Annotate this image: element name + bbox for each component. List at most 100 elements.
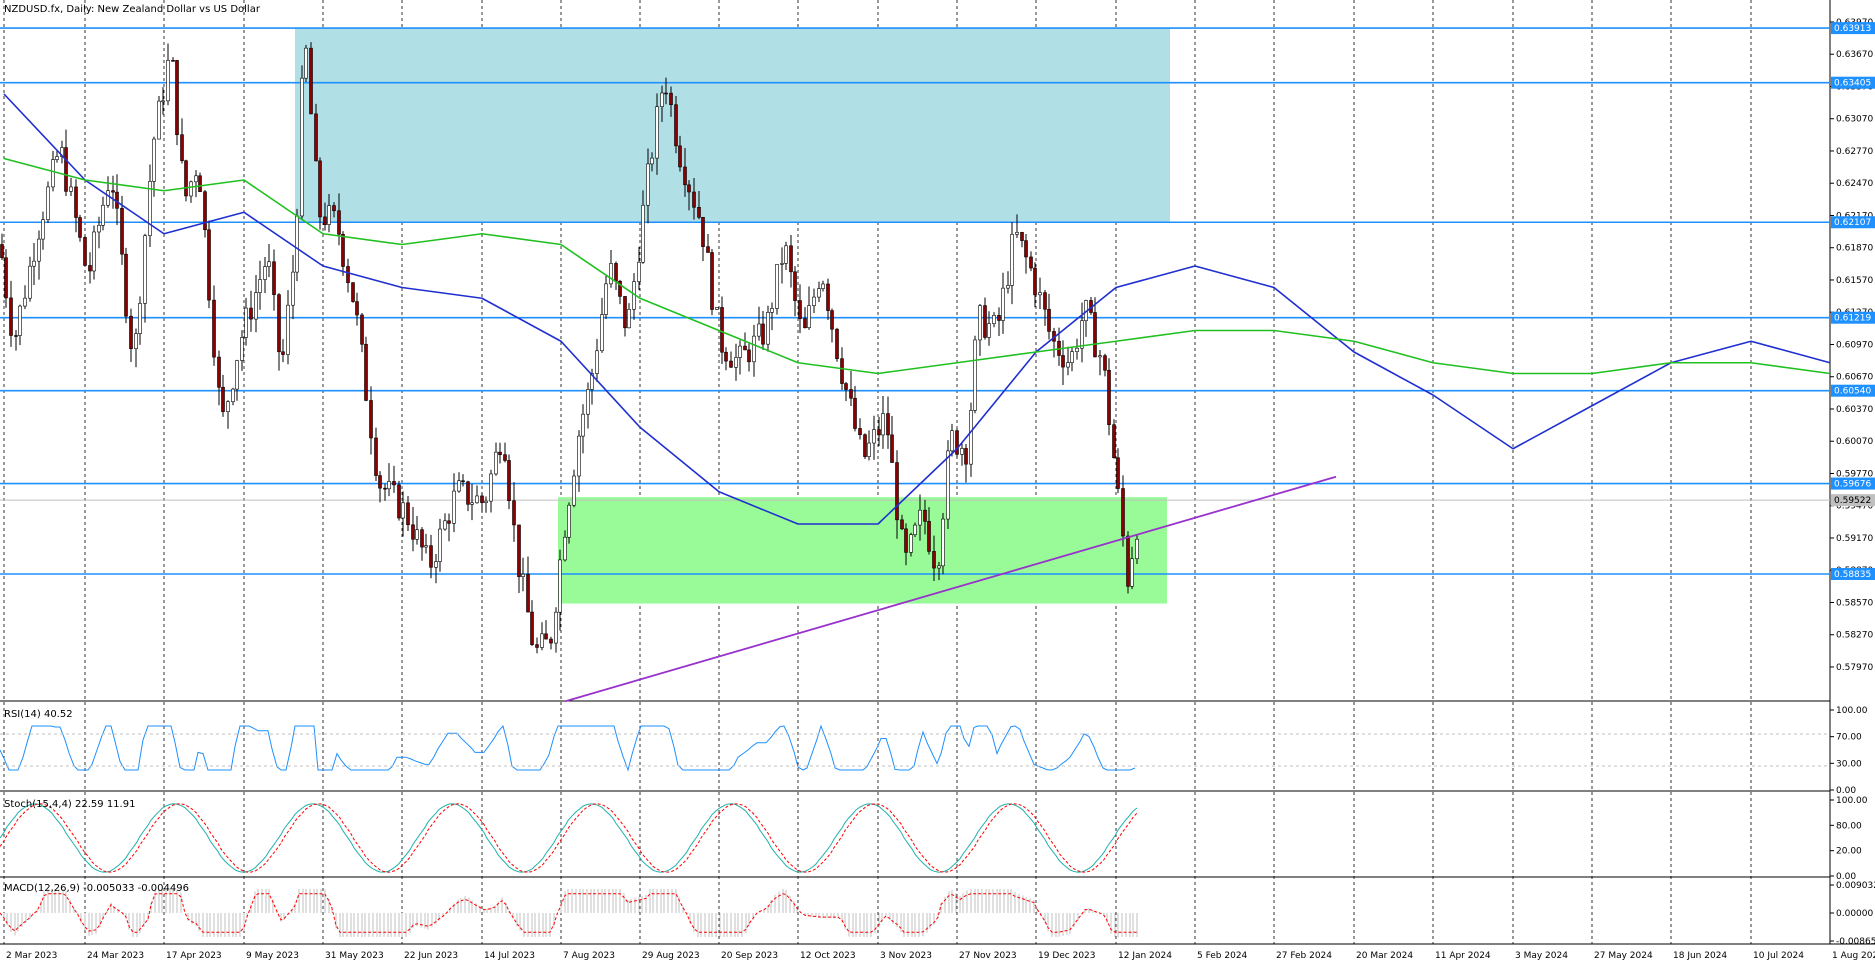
candle-body	[1010, 234, 1014, 286]
candle-body	[955, 430, 959, 455]
candle-body	[969, 410, 973, 465]
candle-body	[97, 224, 101, 233]
candle-body	[650, 157, 654, 165]
candle-body	[853, 397, 857, 429]
candle-body	[494, 451, 498, 475]
candle-body	[770, 308, 774, 313]
candle-body	[14, 335, 18, 337]
price-tick-label: 0.59770	[1836, 469, 1873, 479]
candle-body	[327, 205, 331, 225]
candle-body	[623, 296, 627, 329]
time-axis-label: 12 Oct 2023	[800, 951, 856, 961]
candle-body	[1033, 267, 1037, 296]
moving-averages-layer	[3, 93, 1831, 525]
candle-body	[355, 301, 359, 316]
candle-body	[203, 191, 207, 231]
candle-body	[143, 235, 147, 304]
candle-body	[507, 460, 511, 502]
candle-body	[609, 263, 613, 285]
candle-body	[586, 389, 590, 415]
candle-body	[1070, 351, 1074, 363]
price-tick-label: 0.58270	[1836, 631, 1873, 641]
candle-body	[180, 134, 184, 162]
moving-average-fast	[3, 93, 1831, 525]
candle-body	[434, 561, 438, 568]
price-level-label: 0.60540	[1834, 387, 1871, 397]
time-axis-labels: 2 Mar 2023 24 Mar 2023 17 Apr 2023 9 May 20…	[6, 951, 1875, 961]
candle-body	[789, 245, 793, 273]
candle-body	[207, 229, 211, 301]
candle-body	[258, 279, 262, 293]
current-price-tag	[1831, 494, 1875, 507]
candle-body	[69, 186, 73, 192]
price-tick-label: 0.59470	[1836, 502, 1873, 512]
candle-body	[318, 160, 322, 218]
candle-body	[397, 484, 401, 519]
candle-body	[1043, 292, 1047, 310]
candle-body	[387, 481, 391, 490]
candle-body	[51, 159, 55, 188]
candle-body	[235, 360, 239, 390]
price-level-tag	[1831, 477, 1875, 490]
time-axis-label: 31 May 2023	[325, 951, 384, 961]
candle-body	[1107, 369, 1111, 426]
candle-body	[189, 181, 193, 197]
candle-body	[877, 429, 881, 436]
candle-body	[314, 113, 318, 162]
candle-body	[424, 545, 428, 548]
price-level-label: 0.58835	[1834, 570, 1871, 580]
candle-body	[0, 244, 4, 259]
candle-body	[992, 315, 996, 324]
time-axis-label: 12 Jan 2024	[1118, 951, 1172, 961]
candle-body	[595, 350, 599, 374]
candle-body	[447, 520, 451, 524]
time-axis-label: 29 Aug 2023	[642, 951, 700, 961]
price-tick-label: 0.60070	[1836, 437, 1873, 447]
candle-body	[92, 231, 96, 272]
candle-body	[1098, 355, 1102, 358]
candle-body	[1121, 488, 1125, 537]
candle-body	[997, 315, 1001, 321]
candle-body	[567, 504, 571, 538]
candle-body	[766, 312, 770, 345]
candle-body	[277, 294, 281, 353]
candle-body	[660, 92, 664, 108]
candle-body	[960, 448, 964, 455]
candle-body	[627, 308, 631, 329]
candle-body	[900, 519, 904, 530]
candle-body	[913, 524, 917, 535]
candle-body	[835, 328, 839, 359]
candle-body	[747, 349, 751, 363]
rsi-line	[0, 724, 1136, 772]
candle-body	[540, 633, 544, 648]
candle-body	[904, 528, 908, 553]
candle-body	[309, 47, 313, 115]
candle-body	[64, 147, 68, 192]
candle-body	[198, 175, 202, 193]
candle-body	[512, 500, 516, 526]
trendline[interactable]	[564, 475, 1337, 703]
price-tick-label: 0.58570	[1836, 598, 1873, 608]
candle-body	[1103, 355, 1107, 371]
time-axis-label: 2 Mar 2023	[6, 951, 57, 961]
candle-body	[32, 260, 36, 267]
candle-body	[683, 166, 687, 186]
candle-body	[392, 481, 396, 486]
candle-body	[484, 500, 488, 503]
candle-body	[221, 386, 225, 412]
trendline-layer[interactable]	[564, 475, 1337, 703]
candle-body	[872, 429, 876, 444]
price-level-tag	[1831, 567, 1875, 580]
time-axis-label: 14 Jul 2023	[484, 951, 535, 961]
candle-body	[826, 283, 830, 311]
candle-body	[470, 502, 474, 505]
candle-body	[281, 351, 285, 355]
candle-body	[614, 263, 618, 282]
candle-body	[378, 475, 382, 489]
candle-body	[263, 266, 267, 280]
candle-body	[106, 190, 110, 206]
candle-body	[244, 307, 248, 338]
candle-body	[480, 495, 484, 503]
